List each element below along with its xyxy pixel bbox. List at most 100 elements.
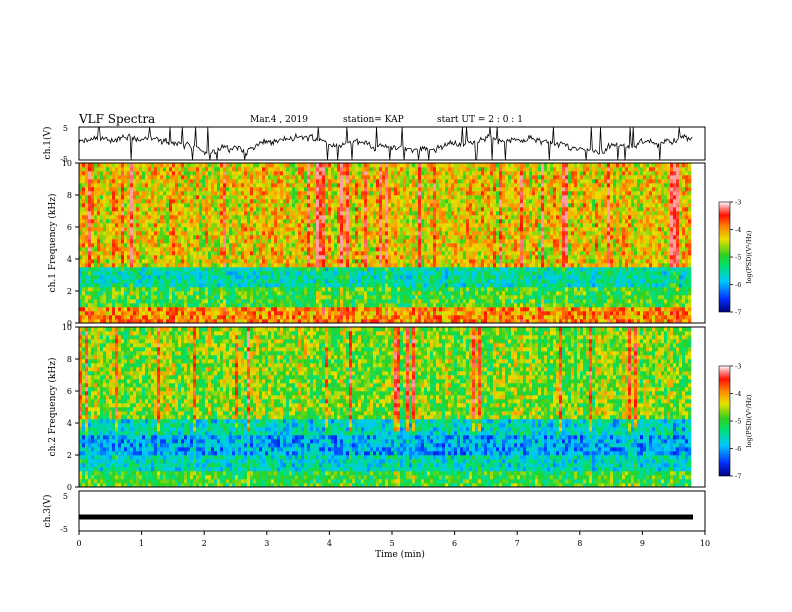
spectrogram-cell: [304, 227, 308, 232]
spectrogram-cell: [313, 319, 317, 324]
spectrogram-cell: [79, 227, 83, 232]
spectrogram-cell: [190, 235, 194, 240]
spectrogram-cell: [202, 275, 206, 280]
spectrogram-cell: [202, 287, 206, 292]
spectrogram-cell: [211, 227, 215, 232]
spectrogram-cell: [394, 223, 398, 228]
spectrogram-cell: [376, 163, 380, 168]
spectrogram-cell: [97, 235, 101, 240]
spectrogram-cell: [337, 247, 341, 252]
spectrogram-cell: [127, 275, 131, 280]
spectrogram-cell: [316, 223, 320, 228]
spectrogram-cell: [376, 243, 380, 248]
spectrogram-cell: [286, 179, 290, 184]
spectrogram-cell: [220, 299, 224, 304]
spectrogram-cell: [112, 183, 116, 188]
spectrogram-cell: [409, 195, 413, 200]
spectrogram-cell: [304, 299, 308, 304]
spectrogram-cell: [445, 303, 449, 308]
spectrogram-cell: [88, 231, 92, 236]
spectrogram-cell: [328, 199, 332, 204]
spectrogram-cell: [259, 283, 263, 288]
spectrogram-cell: [97, 267, 101, 272]
spectrogram-cell: [388, 303, 392, 308]
spectrogram-cell: [205, 207, 209, 212]
spectrogram-cell: [430, 203, 434, 208]
spectrogram-cell: [157, 207, 161, 212]
spectrogram-cell: [211, 263, 215, 268]
spectrogram-cell: [286, 215, 290, 220]
spectrogram-cell: [142, 191, 146, 196]
spectrogram-cell: [214, 275, 218, 280]
spectrogram-cell: [376, 255, 380, 260]
spectrogram-cell: [91, 179, 95, 184]
spectrogram-cell: [118, 315, 122, 320]
spectrogram-cell: [256, 251, 260, 256]
spectrogram-cell: [448, 199, 452, 204]
spectrogram-cell: [178, 219, 182, 224]
spectrogram-cell: [451, 283, 455, 288]
spectrogram-cell: [385, 219, 389, 224]
spectrogram-cell: [388, 295, 392, 300]
spectrogram-cell: [193, 319, 197, 324]
spectrogram-cell: [298, 243, 302, 248]
spectrogram-cell: [262, 271, 266, 276]
spectrogram-cell: [343, 203, 347, 208]
spectrogram-cell: [367, 279, 371, 284]
spectrogram-cell: [364, 171, 368, 176]
spectrogram-cell: [364, 319, 368, 324]
spectrogram-cell: [85, 163, 89, 168]
spectrogram-cell: [322, 307, 326, 312]
spectrogram-cell: [382, 259, 386, 264]
spectrogram-cell: [208, 207, 212, 212]
spectrogram-cell: [358, 235, 362, 240]
spectrogram-cell: [343, 291, 347, 296]
spectrogram-cell: [241, 199, 245, 204]
spectrogram-cell: [106, 247, 110, 252]
spectrogram-cell: [241, 187, 245, 192]
spectrogram-cell: [292, 183, 296, 188]
spectrogram-cell: [301, 303, 305, 308]
spectrogram-cell: [241, 215, 245, 220]
spectrogram-cell: [196, 259, 200, 264]
spectrogram-cell: [181, 315, 185, 320]
spectrogram-cell: [163, 287, 167, 292]
spectrogram-cell: [346, 191, 350, 196]
spectrogram-cell: [436, 263, 440, 268]
spectrogram-cell: [382, 271, 386, 276]
spectrogram-cell: [166, 187, 170, 192]
spectrogram-cell: [370, 291, 374, 296]
spectrogram-cell: [184, 179, 188, 184]
spectrogram-cell: [244, 227, 248, 232]
spectrogram-cell: [82, 235, 86, 240]
spectrogram-cell: [433, 243, 437, 248]
spectrogram-cell: [307, 319, 311, 324]
spectrogram-cell: [364, 287, 368, 292]
spectrogram-cell: [232, 171, 236, 176]
spectrogram-cell: [370, 287, 374, 292]
spectrogram-cell: [418, 179, 422, 184]
spectrogram-cell: [217, 251, 221, 256]
spectrogram-cell: [310, 315, 314, 320]
spectrogram-cell: [325, 231, 329, 236]
spectrogram-cell: [241, 167, 245, 172]
spectrogram-cell: [292, 175, 296, 180]
spectrogram-cell: [181, 295, 185, 300]
spectrogram-cell: [169, 175, 173, 180]
spectrogram-cell: [238, 191, 242, 196]
spectrogram-cell: [427, 195, 431, 200]
spectrogram-cell: [139, 167, 143, 172]
spectrogram-cell: [85, 287, 89, 292]
spectrogram-cell: [382, 163, 386, 168]
spectrogram-cell: [388, 247, 392, 252]
spectrogram-cell: [229, 227, 233, 232]
spectrogram-cell: [406, 307, 410, 312]
spectrogram-cell: [415, 283, 419, 288]
spectrogram-cell: [358, 171, 362, 176]
spectrogram-cell: [187, 187, 191, 192]
spectrogram-cell: [124, 231, 128, 236]
spectrogram-cell: [379, 283, 383, 288]
spectrogram-cell: [196, 207, 200, 212]
spectrogram-cell: [289, 163, 293, 168]
spectrogram-cell: [229, 191, 233, 196]
